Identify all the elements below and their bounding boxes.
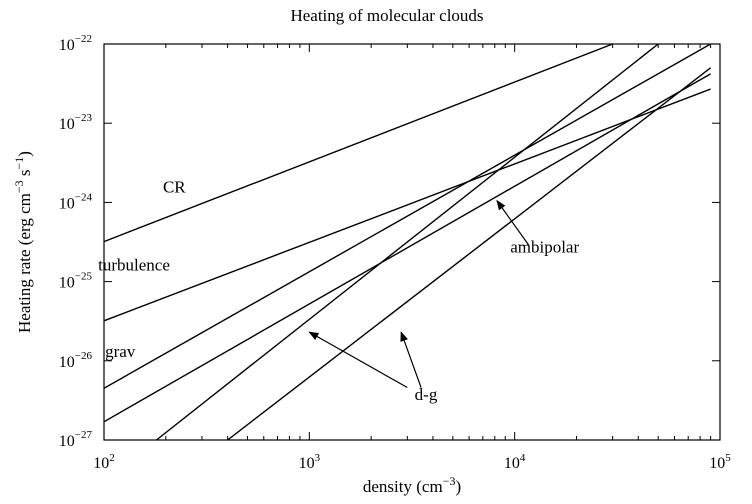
y-tick-exponent: −24 xyxy=(75,191,93,203)
tick-marks xyxy=(103,43,721,441)
y-tick-exponent: −26 xyxy=(75,350,93,362)
label-dg: d-g xyxy=(415,385,438,404)
y-tick-base: 10 xyxy=(59,433,75,450)
x-tick-label-10-5: 105 xyxy=(709,452,731,472)
y-tick-label-10-25: 10−25 xyxy=(59,271,93,292)
x-tick-base: 10 xyxy=(504,455,520,472)
y-tick-label-10-24: 10−24 xyxy=(59,191,93,212)
y-axis-label: Heating rate (erg cm−3 s−1) xyxy=(12,151,34,333)
x-tick-label-10-2: 102 xyxy=(93,452,115,472)
label-ambipolar: ambipolar xyxy=(510,238,579,257)
y-tick-exponent: −27 xyxy=(75,429,93,441)
y-axis-label-exponent-1: −3 xyxy=(12,180,26,193)
y-tick-base: 10 xyxy=(59,37,75,54)
x-axis-label-exponent: −3 xyxy=(443,474,456,488)
y-tick-base: 10 xyxy=(59,354,75,371)
x-tick-label-10-4: 104 xyxy=(504,452,526,472)
y-axis-label-close: ) xyxy=(15,151,34,157)
y-axis-label-text: Heating rate (erg cm xyxy=(15,193,34,333)
plot-frame xyxy=(103,43,721,441)
label-cr: CR xyxy=(163,177,186,196)
x-tick-base: 10 xyxy=(709,455,725,472)
series-line-4 xyxy=(104,73,711,423)
chart-title: Heating of molecular clouds xyxy=(290,6,483,25)
x-axis-label-text: density (cm xyxy=(363,477,443,496)
series-line-cr xyxy=(104,44,613,243)
x-tick-exponent: 4 xyxy=(520,452,526,464)
y-tick-exponent: −25 xyxy=(75,271,93,283)
y-axis-label-exponent-2: −1 xyxy=(12,157,26,170)
label-turbulence: turbulence xyxy=(98,255,170,274)
dg-arrow-right xyxy=(400,331,422,388)
y-tick-label-10-22: 10−22 xyxy=(59,33,92,54)
dg-arrow-left xyxy=(308,331,408,389)
series-lines xyxy=(104,44,712,440)
y-tick-base: 10 xyxy=(59,116,75,133)
x-axis-label-close: ) xyxy=(455,477,461,496)
y-tick-exponent: −22 xyxy=(75,33,92,45)
y-tick-base: 10 xyxy=(59,275,75,292)
x-tick-exponent: 5 xyxy=(725,452,731,464)
series-line-grav xyxy=(104,44,711,389)
y-tick-exponent: −23 xyxy=(75,112,93,124)
annotation-arrows xyxy=(308,199,530,389)
x-axis-label: density (cm−3) xyxy=(363,474,461,496)
x-tick-label-10-3: 103 xyxy=(299,452,321,472)
y-tick-label-10-27: 10−27 xyxy=(59,429,93,450)
series-line-turbulence xyxy=(104,88,711,322)
y-axis-label-unit: s xyxy=(15,169,34,180)
x-tick-base: 10 xyxy=(93,455,109,472)
label-grav: grav xyxy=(105,342,136,361)
y-tick-base: 10 xyxy=(59,195,75,212)
series-labels: CR turbulence grav ambipolar d-g xyxy=(98,177,579,403)
series-line-6 xyxy=(227,67,712,440)
y-tick-label-10-23: 10−23 xyxy=(59,112,93,133)
y-tick-label-10-26: 10−26 xyxy=(59,350,93,371)
x-tick-labels: 102 103 104 105 xyxy=(93,452,731,472)
x-tick-base: 10 xyxy=(299,455,315,472)
ambipolar-arrow xyxy=(496,199,530,246)
series-line-5 xyxy=(155,44,659,440)
x-tick-exponent: 2 xyxy=(109,452,115,464)
x-tick-exponent: 3 xyxy=(315,452,321,464)
